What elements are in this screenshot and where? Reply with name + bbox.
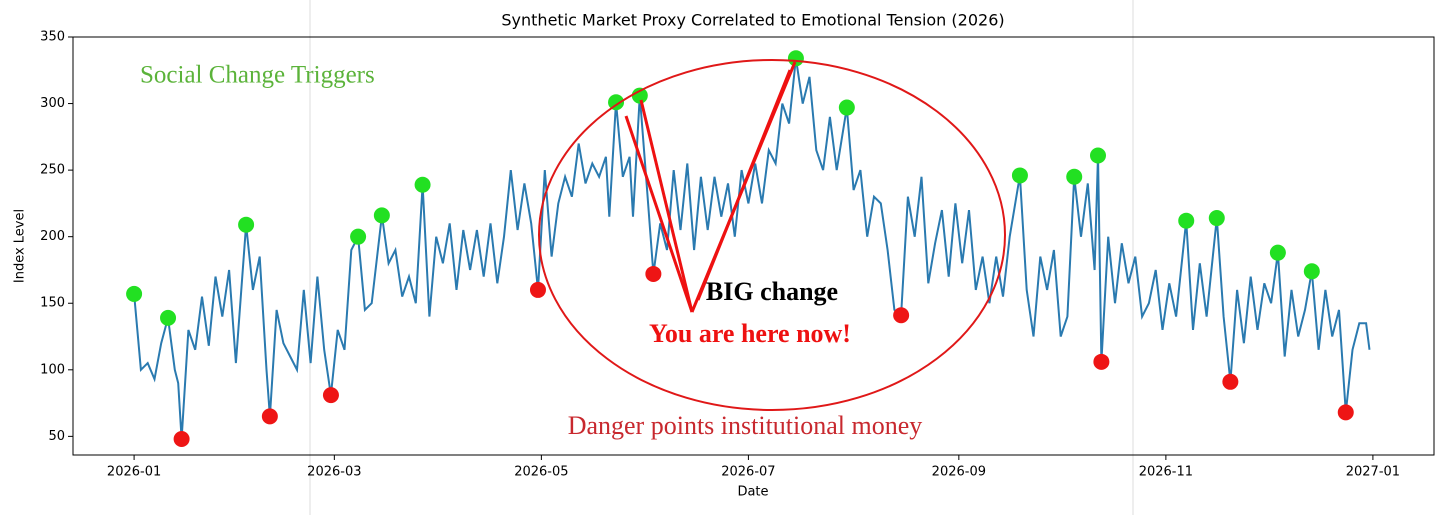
marker (322, 387, 339, 404)
x-tick-label: 2026-11 (1139, 465, 1193, 480)
marker (1208, 210, 1225, 227)
arrow-line (624, 115, 694, 313)
y-tick-label: 150 (40, 296, 65, 311)
x-axis-label: Date (737, 485, 768, 500)
marker (1222, 373, 1239, 390)
marker (373, 207, 390, 224)
marker (1089, 147, 1106, 164)
marker (261, 408, 278, 425)
y-tick-label: 50 (48, 429, 65, 444)
highlight-ellipse (538, 59, 1006, 411)
x-tick-label: 2027-01 (1346, 465, 1400, 480)
arrow-line (696, 69, 792, 301)
x-tick-label: 2026-05 (514, 465, 568, 480)
annotation: BIG change (706, 277, 838, 306)
axes-frame (72, 36, 1435, 456)
arrows (624, 61, 797, 313)
marker (893, 307, 910, 324)
marker (350, 228, 367, 245)
x-tick-label: 2026-03 (307, 465, 361, 480)
marker (631, 87, 648, 104)
marker (1303, 263, 1320, 280)
marker (238, 216, 255, 233)
marker (1269, 244, 1286, 261)
y-tick-label: 100 (40, 362, 65, 377)
marker (1178, 212, 1195, 229)
marker (608, 94, 625, 111)
y-axis-label: Index Level (13, 209, 28, 283)
marker (838, 99, 855, 116)
marker (414, 176, 431, 193)
marker (529, 281, 546, 298)
marker (1066, 168, 1083, 185)
marker (1337, 404, 1354, 421)
y-tick-label: 200 (40, 229, 65, 244)
y-tick-label: 300 (40, 96, 65, 111)
marker (173, 431, 190, 448)
annotation: Danger points institutional money (568, 411, 923, 440)
y-tick-label: 350 (40, 30, 65, 45)
annotation: You are here now! (649, 319, 851, 348)
marker (787, 50, 804, 67)
x-tick-label: 2026-09 (932, 465, 986, 480)
arrow-line (639, 99, 694, 313)
marker (1093, 353, 1110, 370)
x-tick-label: 2026-01 (107, 465, 161, 480)
marker (126, 285, 143, 302)
x-tick-label: 2026-07 (721, 465, 775, 480)
chart-title: Synthetic Market Proxy Correlated to Emo… (501, 11, 1004, 30)
annotation: Social Change Triggers (140, 62, 375, 89)
marker (160, 309, 177, 326)
marker (645, 265, 662, 282)
y-tick-label: 250 (40, 163, 65, 178)
marker (1011, 167, 1028, 184)
